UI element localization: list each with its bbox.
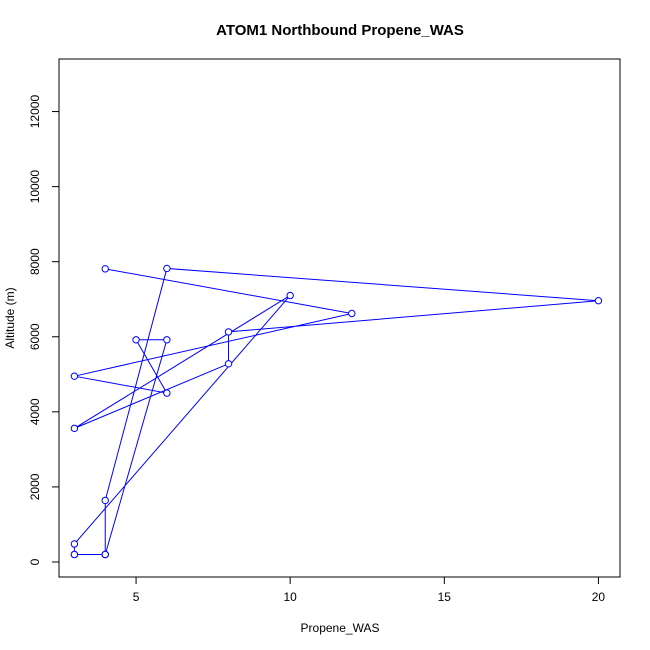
x-tick-label: 10 xyxy=(284,590,298,604)
x-tick-label: 5 xyxy=(133,590,140,604)
data-point xyxy=(101,496,109,505)
data-point xyxy=(163,264,171,273)
data-point xyxy=(163,389,171,397)
x-tick-label: 15 xyxy=(438,590,452,604)
data-point xyxy=(132,336,140,344)
x-axis: 5 10 15 20 xyxy=(133,576,606,604)
data-point xyxy=(163,336,171,344)
data-point xyxy=(224,360,233,368)
data-point xyxy=(348,309,356,318)
y-tick-label: 8000 xyxy=(28,248,42,275)
y-axis-label: Altitude (m) xyxy=(3,287,17,348)
y-tick-label: 4000 xyxy=(28,398,42,425)
data-point xyxy=(70,540,79,548)
data-point xyxy=(70,372,79,380)
y-axis: 0 2000 4000 6000 8000 10000 12000 xyxy=(28,95,60,565)
y-tick-label: 6000 xyxy=(28,323,42,350)
data-point xyxy=(594,297,603,305)
y-tick-label: 2000 xyxy=(28,473,42,500)
chart-title: ATOM1 Northbound Propene_WAS xyxy=(216,22,464,39)
series-line xyxy=(73,267,599,555)
x-tick-label: 20 xyxy=(592,590,606,604)
data-point xyxy=(286,291,294,300)
data-point xyxy=(224,328,233,336)
y-tick-label: 10000 xyxy=(28,170,42,204)
data-point xyxy=(101,550,109,559)
data-point xyxy=(101,265,109,273)
y-tick-label: 12000 xyxy=(28,95,42,129)
plot-frame xyxy=(58,58,621,578)
data-point xyxy=(70,550,79,559)
x-axis-label: Propene_WAS xyxy=(301,621,380,635)
y-tick-label: 0 xyxy=(28,558,42,565)
series-layer xyxy=(70,264,603,559)
data-point xyxy=(70,424,79,433)
